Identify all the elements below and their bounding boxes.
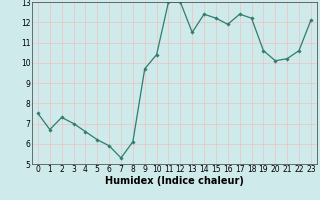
X-axis label: Humidex (Indice chaleur): Humidex (Indice chaleur) [105, 176, 244, 186]
